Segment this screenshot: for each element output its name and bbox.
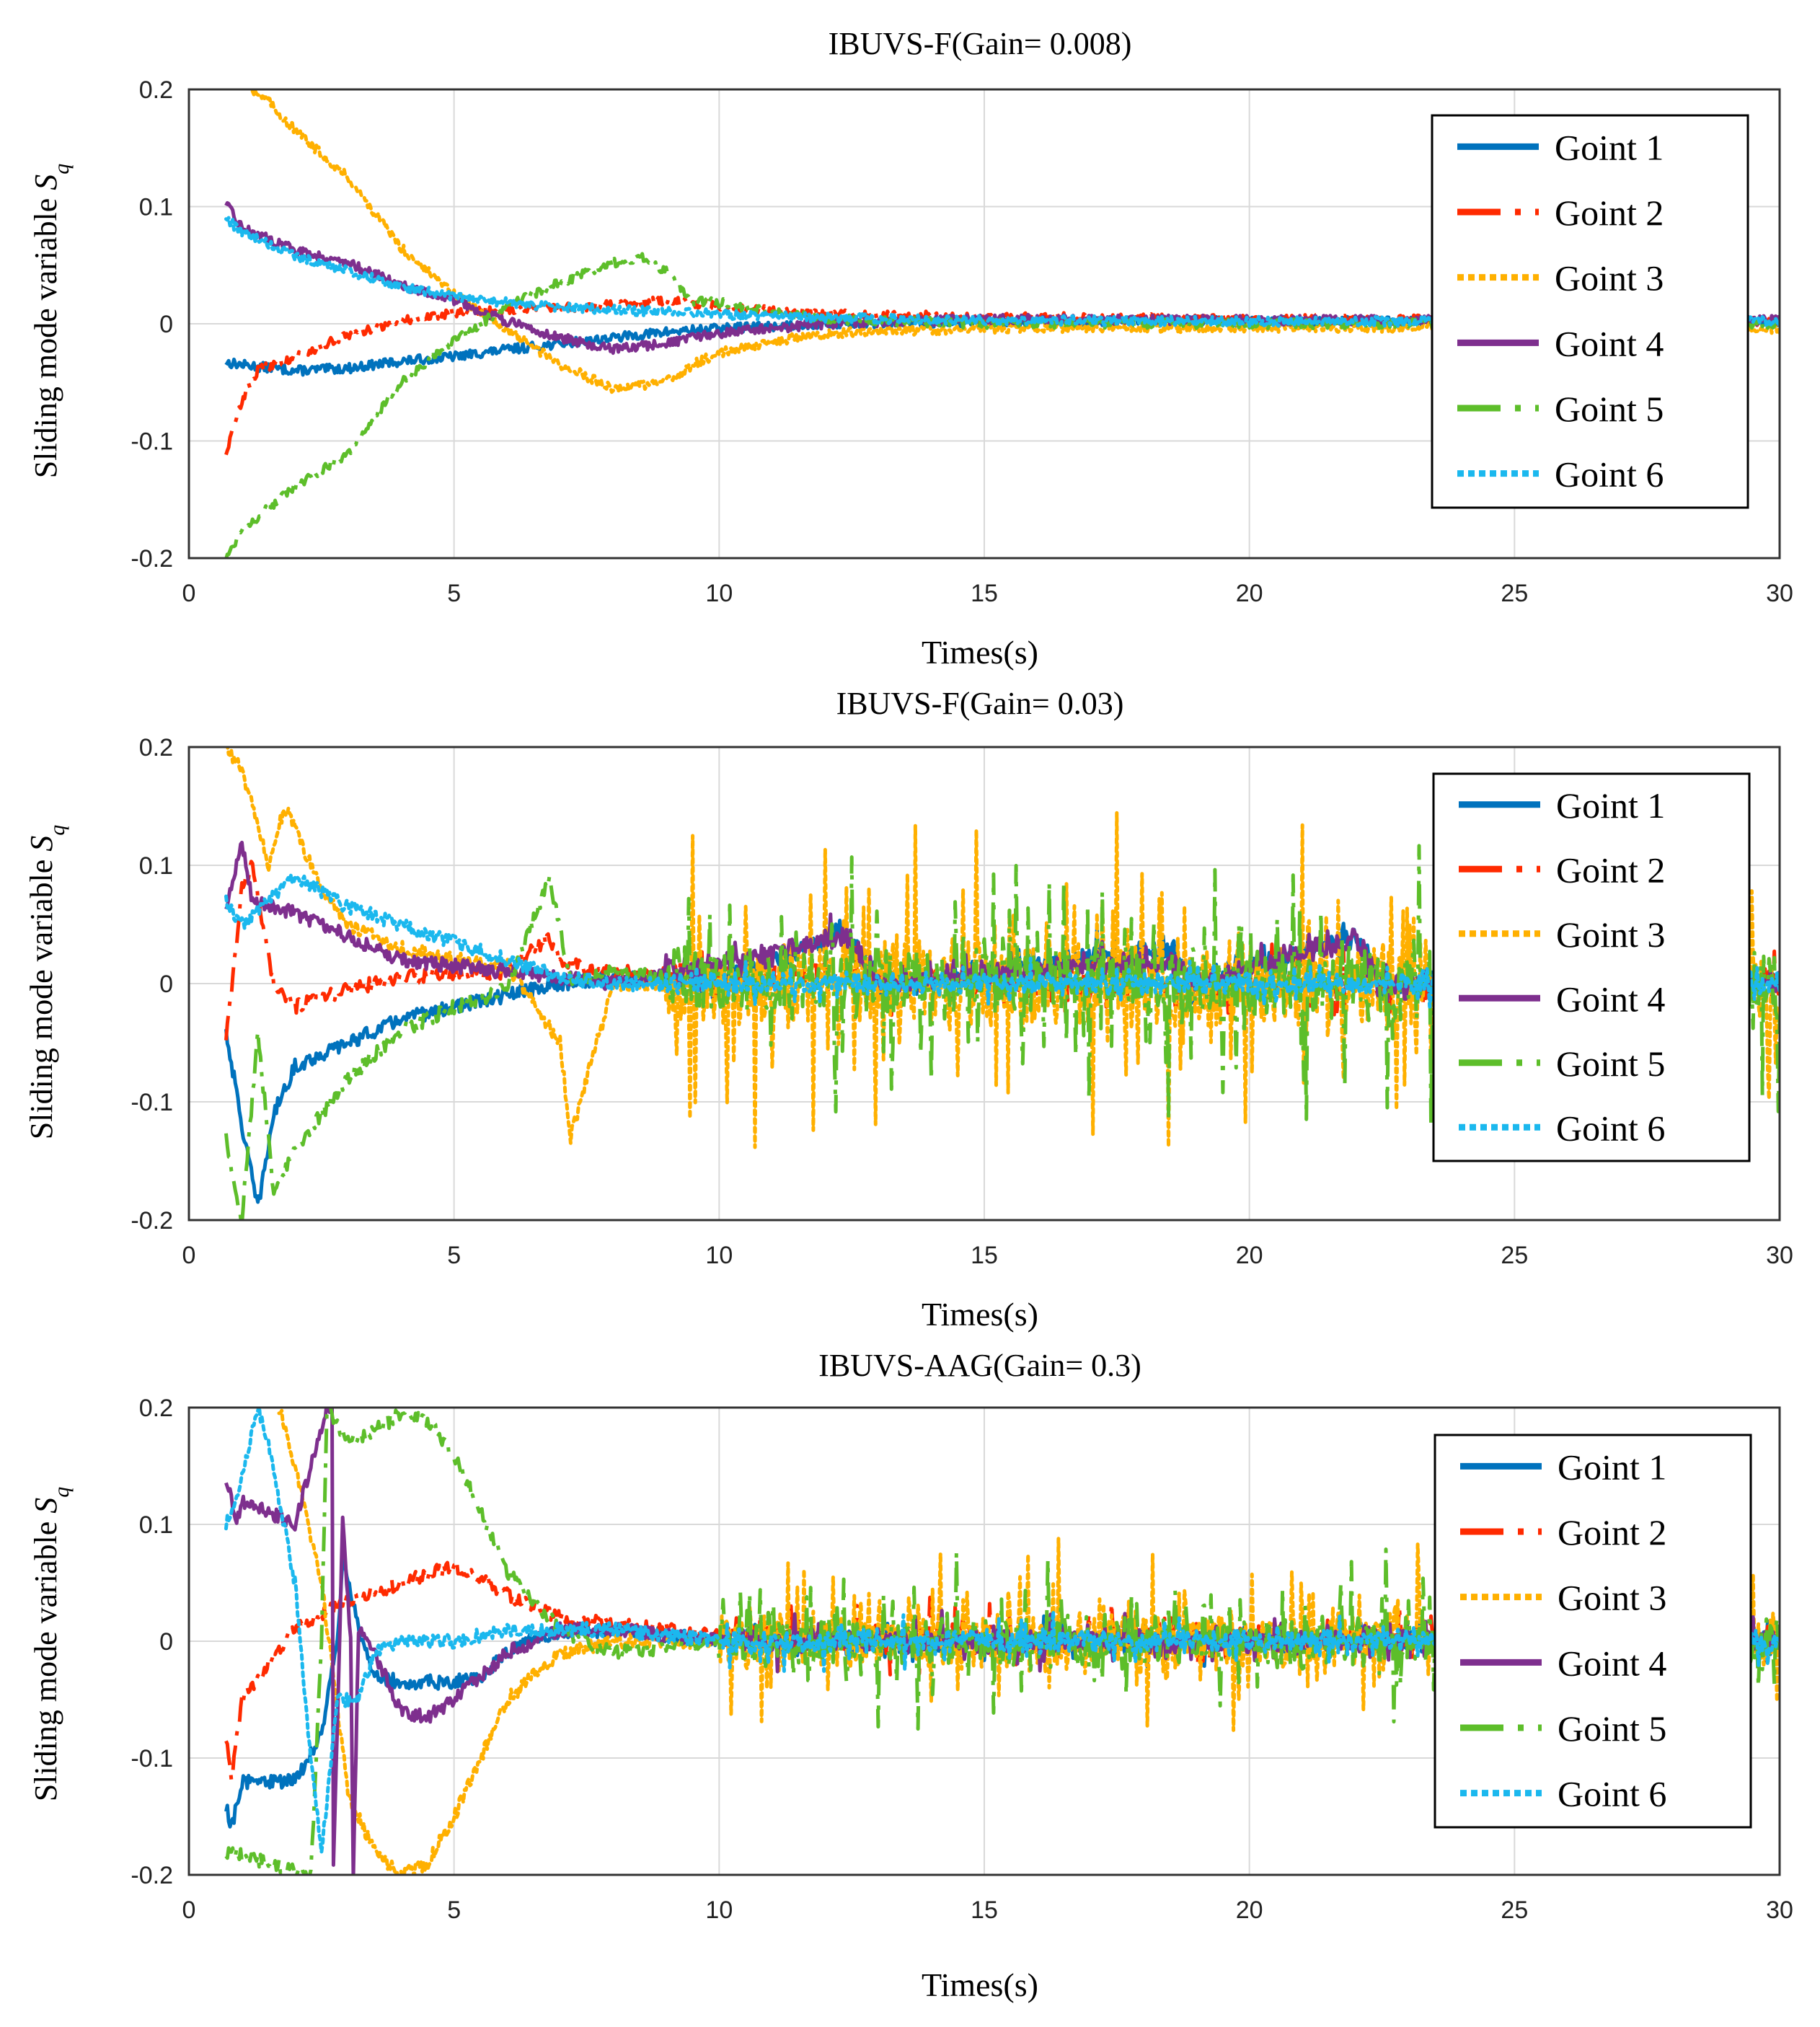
svg-text:Sliding mode variable Sq: Sliding mode variable Sq — [24, 825, 69, 1140]
svg-text:Sliding mode variable Sq: Sliding mode variable Sq — [28, 1487, 74, 1802]
legend: Goint 1 Goint 2 Goint 3 Goint 4 Goint 5 Goint… — [1434, 1434, 1752, 1829]
legend-box — [1432, 772, 1751, 1162]
y-axis-label-subscript: q — [45, 825, 69, 836]
x-tick-label: 0 — [182, 1242, 196, 1269]
legend-label: Goint 5 — [1556, 1043, 1665, 1084]
y-tick-label: 0.1 — [139, 852, 173, 880]
chart-title-2: IBUVS-F(Gain= 0.03) — [836, 686, 1124, 721]
legend: Goint 1 Goint 2 Goint 3 Goint 4 Goint 5 Goint… — [1432, 772, 1751, 1162]
y-axis-label-symbol: S — [28, 175, 63, 190]
x-tick-label: 0 — [182, 1896, 196, 1924]
x-tick-label: 20 — [1236, 580, 1263, 607]
y-tick-label: 0.2 — [139, 1395, 173, 1422]
legend-label: Goint 2 — [1558, 1512, 1666, 1553]
legend-label: Goint 1 — [1558, 1447, 1666, 1487]
series-line-goint-5 — [224, 1408, 1780, 1875]
x-tick-label: 15 — [971, 1242, 998, 1269]
chart-panel-1: IBUVS-F(Gain= 0.008) Times(s) Sliding mo… — [28, 26, 1793, 671]
x-tick-label: 10 — [705, 1896, 733, 1924]
y-axis-label-subscript: q — [50, 1487, 74, 1498]
y-tick-label: 0.2 — [139, 734, 173, 761]
chart-panel-2: IBUVS-F(Gain= 0.03) Times(s) Sliding mod… — [24, 686, 1793, 1333]
y-tick-label: 0.2 — [139, 76, 173, 104]
x-tick-label: 15 — [971, 580, 998, 607]
y-tick-label: 0.1 — [139, 194, 173, 221]
axes-frame — [187, 88, 1781, 560]
chart-title-1: IBUVS-F(Gain= 0.008) — [829, 26, 1132, 61]
y-axis-label-3: Sliding mode variable Sq — [28, 1487, 74, 1802]
y-tick-label: 0 — [159, 971, 173, 998]
chart-title-3: IBUVS-AAG(Gain= 0.3) — [818, 1348, 1141, 1383]
x-tick-label: 15 — [971, 1896, 998, 1924]
x-tick-label: 5 — [447, 1896, 461, 1924]
x-tick-label: 25 — [1501, 580, 1528, 607]
x-tick-label: 10 — [705, 1242, 733, 1269]
x-tick-label: 20 — [1236, 1896, 1263, 1924]
x-axis-label-1: Times(s) — [922, 634, 1038, 671]
legend-box — [1434, 1434, 1752, 1829]
x-axis-label-2: Times(s) — [922, 1296, 1038, 1333]
legend-label: Goint 3 — [1556, 914, 1665, 955]
y-tick-label: -0.2 — [131, 545, 173, 573]
legend-label: Goint 6 — [1555, 454, 1664, 495]
y-axis-label-symbol: S — [24, 836, 59, 852]
y-axis-label-text: Sliding mode variable — [28, 190, 63, 479]
y-axis-label-1: Sliding mode variable Sq — [28, 164, 74, 479]
x-tick-label: 30 — [1766, 1242, 1793, 1269]
legend-label: Goint 3 — [1555, 258, 1664, 299]
y-tick-label: -0.2 — [131, 1207, 173, 1235]
legend-label: Goint 1 — [1556, 785, 1665, 826]
legend-label: Goint 2 — [1556, 849, 1665, 890]
y-axis-label-2: Sliding mode variable Sq — [24, 825, 69, 1140]
y-tick-label: 0 — [159, 311, 173, 338]
x-axis-label-3: Times(s) — [922, 1966, 1038, 2003]
x-tick-label: 25 — [1501, 1896, 1528, 1924]
legend-label: Goint 2 — [1555, 193, 1664, 233]
x-tick-label: 30 — [1766, 1896, 1793, 1924]
svg-text:Sliding mode variable Sq: Sliding mode variable Sq — [28, 164, 74, 479]
y-tick-label: -0.1 — [131, 1745, 173, 1772]
legend-label: Goint 6 — [1556, 1108, 1665, 1148]
legend: Goint 1 Goint 2 Goint 3 Goint 4 Goint 5 Goint… — [1431, 114, 1749, 509]
y-axis-label-text: Sliding mode variable — [24, 852, 59, 1140]
x-tick-label: 30 — [1766, 580, 1793, 607]
y-tick-label: -0.1 — [131, 428, 173, 456]
x-tick-label: 0 — [182, 580, 196, 607]
x-tick-label: 5 — [447, 1242, 461, 1269]
axes-frame — [187, 1406, 1781, 1876]
legend-box — [1431, 114, 1749, 509]
x-tick-label: 10 — [705, 580, 733, 607]
y-tick-label: 0 — [159, 1628, 173, 1656]
chart-panel-3: IBUVS-AAG(Gain= 0.3) Times(s) Sliding mo… — [28, 1348, 1793, 2003]
x-tick-label: 20 — [1236, 1242, 1263, 1269]
y-tick-label: -0.2 — [131, 1862, 173, 1889]
legend-label: Goint 4 — [1558, 1643, 1666, 1683]
y-tick-label: 0.1 — [139, 1511, 173, 1539]
legend-label: Goint 5 — [1555, 389, 1664, 429]
y-tick-label: -0.1 — [131, 1089, 173, 1116]
legend-label: Goint 3 — [1558, 1578, 1666, 1618]
x-tick-label: 25 — [1501, 1242, 1528, 1269]
legend-label: Goint 6 — [1558, 1774, 1666, 1814]
axes-frame — [187, 746, 1781, 1222]
y-axis-label-symbol: S — [28, 1498, 63, 1514]
legend-label: Goint 5 — [1558, 1708, 1666, 1749]
y-axis-label-text: Sliding mode variable — [28, 1514, 63, 1802]
legend-label: Goint 4 — [1555, 323, 1664, 363]
x-tick-label: 5 — [447, 580, 461, 607]
legend-label: Goint 4 — [1556, 979, 1665, 1019]
y-axis-label-subscript: q — [50, 164, 74, 175]
legend-label: Goint 1 — [1555, 127, 1664, 167]
